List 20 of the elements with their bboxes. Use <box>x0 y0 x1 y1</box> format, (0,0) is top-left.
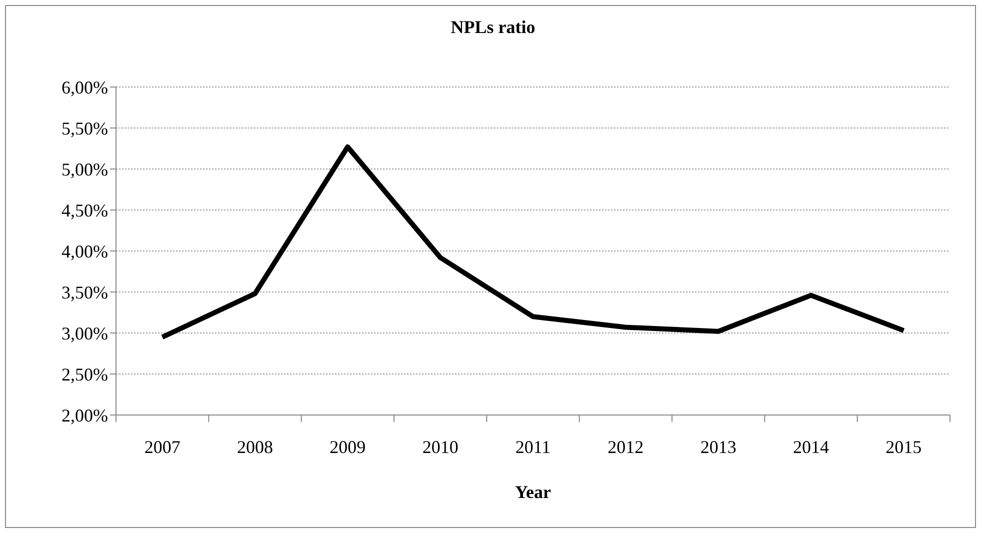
y-tick-label: 6,00% <box>62 77 108 98</box>
x-tick-label: 2013 <box>700 437 736 457</box>
x-tick-label: 2011 <box>515 437 551 457</box>
y-tick-label: 5,00% <box>62 159 108 180</box>
x-tick-label: 2007 <box>144 437 180 457</box>
y-tick-label: 4,00% <box>62 241 108 262</box>
y-tick-label: 2,50% <box>62 364 108 384</box>
y-tick-label: 3,50% <box>62 282 108 302</box>
y-tick-label: 3,00% <box>62 323 108 344</box>
chart-title: NPLs ratio <box>450 17 536 37</box>
y-tick-label: 2,00% <box>62 405 108 426</box>
x-tick-label: 2010 <box>422 437 458 457</box>
x-tick-label: 2009 <box>330 437 366 457</box>
x-tick-label: 2014 <box>793 437 829 457</box>
x-tick-label: 2015 <box>886 437 922 457</box>
y-tick-label: 4,50% <box>62 200 108 220</box>
x-axis-title: Year <box>515 482 551 502</box>
x-tick-label: 2008 <box>237 437 273 457</box>
x-tick-label: 2012 <box>608 437 644 457</box>
y-tick-label: 5,50% <box>62 118 108 138</box>
